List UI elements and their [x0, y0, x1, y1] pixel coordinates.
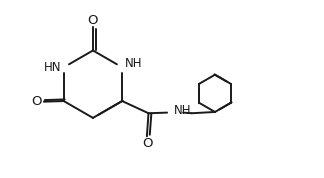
Text: HN: HN [44, 61, 61, 74]
Text: O: O [142, 137, 153, 150]
Text: NH: NH [125, 57, 142, 70]
Text: O: O [31, 95, 42, 108]
Text: O: O [88, 14, 98, 27]
Text: NH: NH [174, 104, 192, 117]
